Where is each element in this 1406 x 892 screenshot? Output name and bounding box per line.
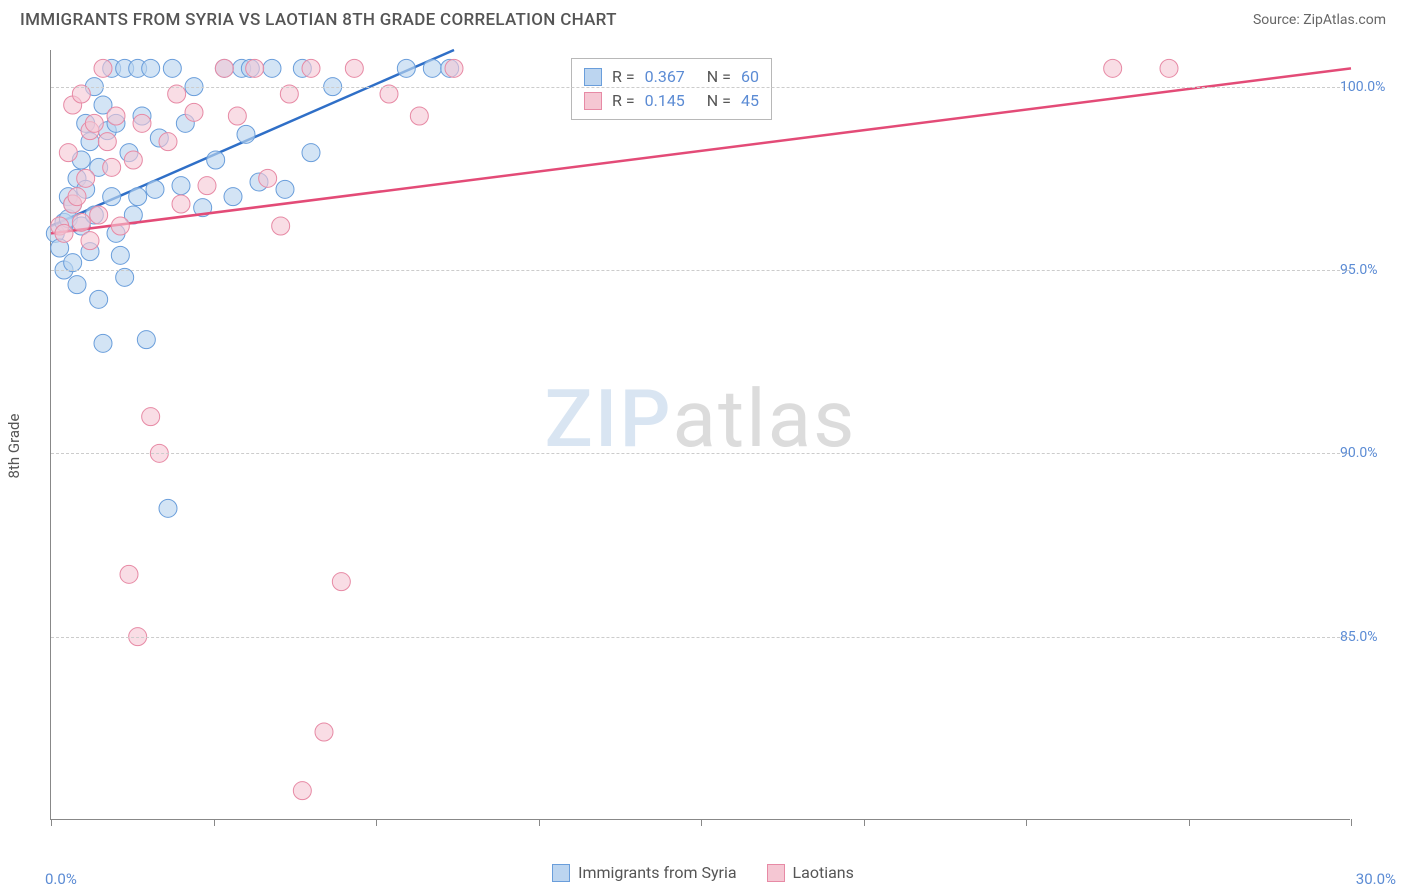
data-point	[397, 59, 415, 77]
y-tick-label: 85.0%	[1340, 629, 1400, 645]
x-tick	[1351, 819, 1352, 826]
data-point	[77, 169, 95, 187]
data-point	[133, 114, 151, 132]
data-point	[55, 224, 73, 242]
data-point	[85, 114, 103, 132]
data-point	[207, 151, 225, 169]
gridline-h	[51, 270, 1350, 271]
data-point	[228, 107, 246, 125]
data-point	[94, 334, 112, 352]
legend-label: Laotians	[793, 863, 854, 882]
data-point	[59, 144, 77, 162]
data-point	[103, 188, 121, 206]
data-point	[159, 499, 177, 517]
x-tick	[1189, 819, 1190, 826]
correlation-legend: R = 0.367N = 60R = 0.145N = 45	[571, 58, 772, 120]
data-point	[107, 107, 125, 125]
data-point	[445, 59, 463, 77]
legend-swatch	[767, 864, 785, 882]
chart-source: Source: ZipAtlas.com	[1253, 12, 1386, 28]
data-point	[81, 232, 99, 250]
data-point	[224, 188, 242, 206]
legend-item: Immigrants from Syria	[552, 863, 736, 882]
data-point	[72, 213, 90, 231]
data-point	[90, 290, 108, 308]
x-tick	[51, 819, 52, 826]
data-point	[129, 188, 147, 206]
data-point	[168, 85, 186, 103]
data-point	[380, 85, 398, 103]
data-point	[111, 246, 129, 264]
gridline-h	[51, 637, 1350, 638]
data-point	[410, 107, 428, 125]
chart-svg	[51, 50, 1350, 819]
chart-header: IMMIGRANTS FROM SYRIA VS LAOTIAN 8TH GRA…	[0, 0, 1406, 36]
legend-swatch	[552, 864, 570, 882]
data-point	[116, 268, 134, 286]
data-point	[302, 144, 320, 162]
data-point	[68, 276, 86, 294]
data-point	[345, 59, 363, 77]
legend-swatch	[584, 68, 602, 86]
data-point	[142, 59, 160, 77]
data-point	[172, 195, 190, 213]
data-point	[185, 103, 203, 121]
data-point	[94, 59, 112, 77]
gridline-h	[51, 87, 1350, 88]
data-point	[259, 169, 277, 187]
y-tick-label: 100.0%	[1340, 79, 1400, 95]
data-point	[111, 217, 129, 235]
y-tick-label: 90.0%	[1340, 445, 1400, 461]
legend-row: R = 0.367N = 60	[584, 65, 759, 89]
chart-title: IMMIGRANTS FROM SYRIA VS LAOTIAN 8TH GRA…	[20, 10, 617, 30]
data-point	[90, 206, 108, 224]
data-point	[137, 331, 155, 349]
data-point	[98, 133, 116, 151]
data-point	[280, 85, 298, 103]
data-point	[103, 158, 121, 176]
x-tick	[214, 819, 215, 826]
legend-swatch	[584, 92, 602, 110]
data-point	[142, 408, 160, 426]
x-tick	[1026, 819, 1027, 826]
data-point	[215, 59, 233, 77]
plot-area: ZIPatlas R = 0.367N = 60R = 0.145N = 45 …	[50, 50, 1350, 820]
series-legend: Immigrants from Syria Laotians	[0, 863, 1406, 882]
x-tick	[376, 819, 377, 826]
x-tick	[539, 819, 540, 826]
data-point	[64, 254, 82, 272]
data-point	[172, 177, 190, 195]
data-point	[302, 59, 320, 77]
legend-label: Immigrants from Syria	[578, 863, 736, 882]
data-point	[293, 782, 311, 800]
data-point	[423, 59, 441, 77]
data-point	[315, 723, 333, 741]
data-point	[72, 85, 90, 103]
data-point	[272, 217, 290, 235]
data-point	[159, 133, 177, 151]
y-axis-label: 8th Grade	[5, 414, 23, 479]
y-tick-label: 95.0%	[1340, 262, 1400, 278]
data-point	[332, 573, 350, 591]
data-point	[163, 59, 181, 77]
data-point	[124, 151, 142, 169]
legend-item: Laotians	[767, 863, 854, 882]
legend-row: R = 0.145N = 45	[584, 89, 759, 113]
data-point	[1104, 59, 1122, 77]
data-point	[120, 565, 138, 583]
data-point	[198, 177, 216, 195]
data-point	[246, 59, 264, 77]
data-point	[68, 188, 86, 206]
x-tick	[864, 819, 865, 826]
data-point	[146, 180, 164, 198]
data-point	[276, 180, 294, 198]
data-point	[237, 125, 255, 143]
data-point	[1160, 59, 1178, 77]
data-point	[263, 59, 281, 77]
x-tick	[701, 819, 702, 826]
gridline-h	[51, 453, 1350, 454]
